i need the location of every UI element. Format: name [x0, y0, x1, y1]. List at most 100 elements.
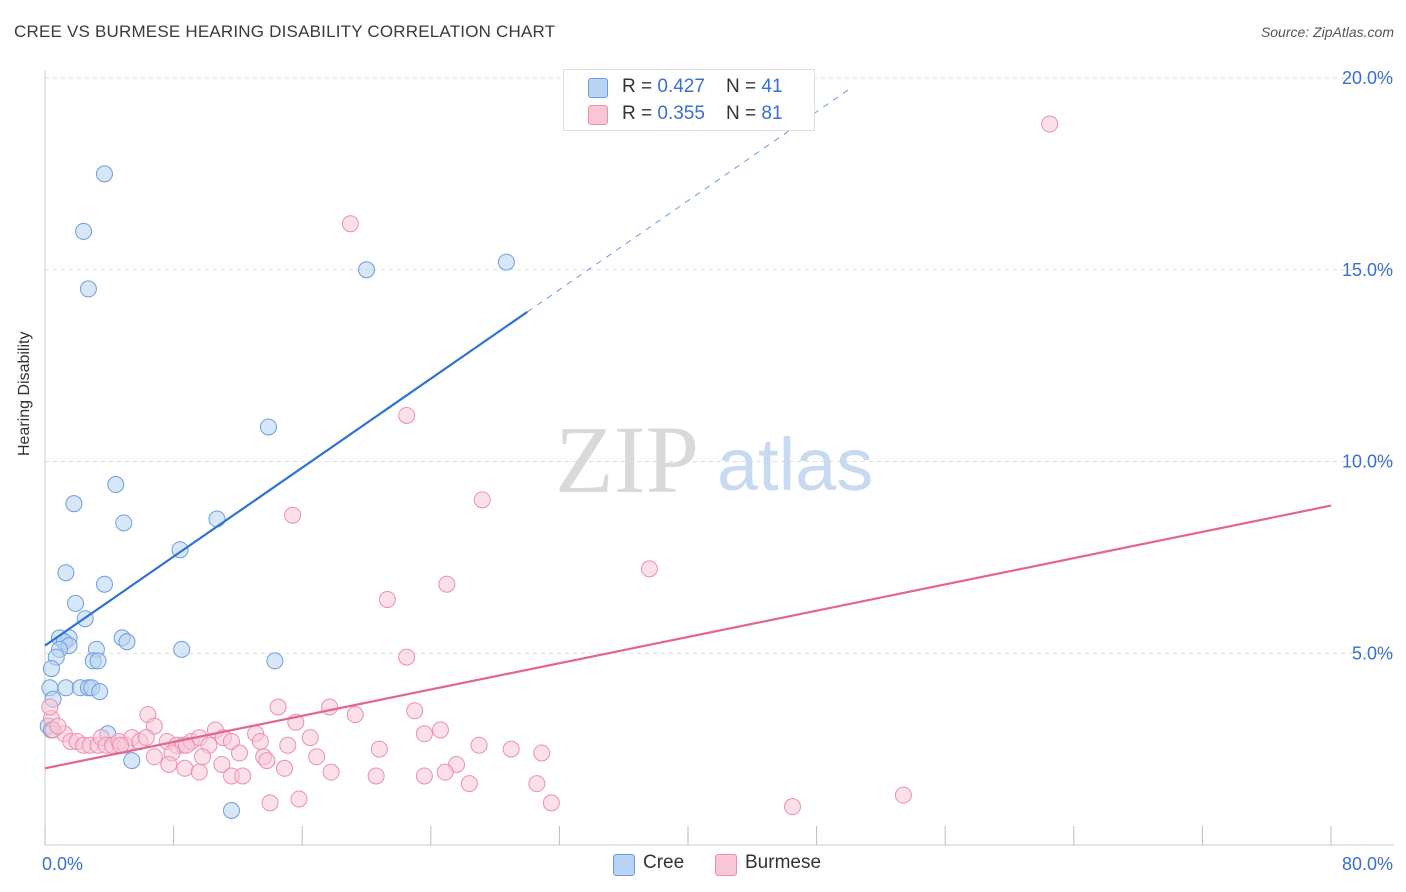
burmese-point-51	[502, 740, 520, 758]
cree-point-26	[89, 652, 107, 670]
legend-swatch-burmese	[588, 105, 608, 125]
legend-cree-n-value: 41	[761, 76, 783, 97]
y-tick-label-1: 10.0%	[1342, 452, 1393, 472]
cree-point-5	[259, 418, 277, 436]
data-points	[39, 115, 1059, 819]
cree-point-4	[497, 253, 515, 271]
burmese-point-76	[542, 794, 560, 812]
chart-title: CREE VS BURMESE HEARING DISABILITY CORRE…	[14, 22, 556, 41]
burmese-point-15	[145, 717, 163, 735]
burmese-point-1	[341, 215, 359, 233]
legend-box: R = 0.427 N = 41 R = 0.355 N = 81	[563, 69, 815, 131]
burmese-point-67	[436, 763, 454, 781]
cree-point-38	[123, 752, 141, 770]
burmese-point-9	[269, 698, 287, 716]
cree-trend-line	[44, 311, 528, 647]
bottom-legend-swatch-burmese	[715, 854, 737, 876]
legend-burmese-n-value: 81	[761, 103, 783, 124]
cree-point-28	[42, 660, 60, 678]
burmese-point-7	[378, 591, 396, 609]
bottom-legend-swatch-cree	[613, 854, 635, 876]
cree-point-8	[115, 514, 133, 532]
cree-point-3	[358, 261, 375, 279]
tick-labels: 5.0% 10.0% 15.0% 20.0% 0.0% 80.0%	[42, 68, 1393, 874]
burmese-point-24	[49, 717, 67, 735]
bottom-legend-label-cree: Cree	[643, 852, 685, 873]
burmese-point-6	[438, 575, 456, 593]
cree-point-39	[222, 801, 240, 819]
cree-point-7	[65, 495, 83, 513]
burmese-point-3	[473, 491, 491, 509]
y-tick-label-0: 5.0%	[1352, 643, 1393, 663]
source-credit: Source: ZipAtlas.com	[1260, 24, 1394, 40]
cree-point-23	[173, 640, 191, 658]
y-axis-label: Hearing Disability	[16, 331, 33, 457]
x-tick-label-min: 0.0%	[42, 854, 83, 874]
cree-point-2	[79, 280, 97, 298]
cree-point-34	[91, 683, 109, 701]
burmese-point-47	[279, 736, 297, 754]
burmese-point-58	[308, 748, 326, 766]
legend-burmese-r-value: 0.355	[657, 103, 705, 124]
burmese-point-8	[398, 648, 416, 666]
burmese-point-53	[145, 748, 163, 766]
burmese-point-50	[370, 740, 388, 758]
burmese-point-72	[460, 775, 478, 793]
burmese-point-48	[301, 729, 319, 747]
burmese-point-37	[137, 729, 155, 747]
burmese-point-69	[234, 767, 252, 785]
cree-point-9	[208, 510, 226, 528]
burmese-point-10	[321, 698, 339, 716]
watermark-zip: ZIP	[555, 406, 699, 513]
cree-point-12	[95, 575, 113, 593]
burmese-point-12	[346, 706, 364, 724]
legend-cree-r-label: R =	[622, 76, 658, 97]
x-tick-label-max: 80.0%	[1342, 854, 1393, 874]
burmese-point-65	[322, 763, 340, 781]
burmese-point-70	[367, 767, 385, 785]
axes	[44, 70, 1394, 846]
burmese-point-64	[276, 759, 294, 777]
burmese-point-5	[640, 560, 658, 578]
legend-cree-r-value: 0.427	[657, 76, 705, 97]
burmese-point-75	[290, 790, 308, 808]
cree-point-13	[67, 594, 85, 612]
burmese-point-45	[222, 732, 240, 750]
burmese-point-11	[406, 702, 424, 720]
burmese-point-52	[533, 744, 551, 762]
legend-burmese-n-label: N =	[726, 103, 762, 124]
cree-point-27	[266, 652, 284, 670]
burmese-point-63	[258, 752, 276, 770]
cree-point-20	[118, 633, 136, 651]
burmese-point-59	[160, 755, 178, 773]
grid-lines	[45, 77, 1394, 654]
cree-point-1	[75, 222, 93, 240]
cree-point-11	[57, 564, 75, 582]
legend-swatch-cree	[588, 78, 608, 98]
burmese-point-73	[528, 775, 546, 793]
burmese-point-60	[176, 759, 194, 777]
burmese-point-19	[415, 725, 433, 743]
y-tick-label-2: 15.0%	[1342, 260, 1393, 280]
burmese-trend-line	[44, 504, 1332, 770]
burmese-point-22	[41, 698, 59, 716]
bottom-legend-label-burmese: Burmese	[745, 852, 822, 873]
legend-burmese-r-label: R =	[622, 103, 658, 124]
burmese-point-4	[284, 506, 302, 524]
burmese-point-62	[213, 755, 231, 773]
burmese-point-49	[470, 736, 488, 754]
burmese-point-71	[415, 767, 433, 785]
burmese-point-77	[783, 798, 801, 816]
burmese-point-0	[1041, 115, 1059, 133]
burmese-point-2	[398, 406, 416, 424]
cree-point-6	[107, 476, 125, 494]
burmese-point-17	[431, 721, 449, 739]
burmese-point-56	[231, 744, 249, 762]
y-tick-label-3: 20.0%	[1342, 68, 1393, 88]
burmese-point-46	[251, 732, 269, 750]
burmese-point-74	[261, 794, 279, 812]
cree-point-0	[95, 165, 113, 183]
watermark-atlas: atlas	[717, 423, 873, 506]
cree-point-30	[57, 679, 75, 697]
